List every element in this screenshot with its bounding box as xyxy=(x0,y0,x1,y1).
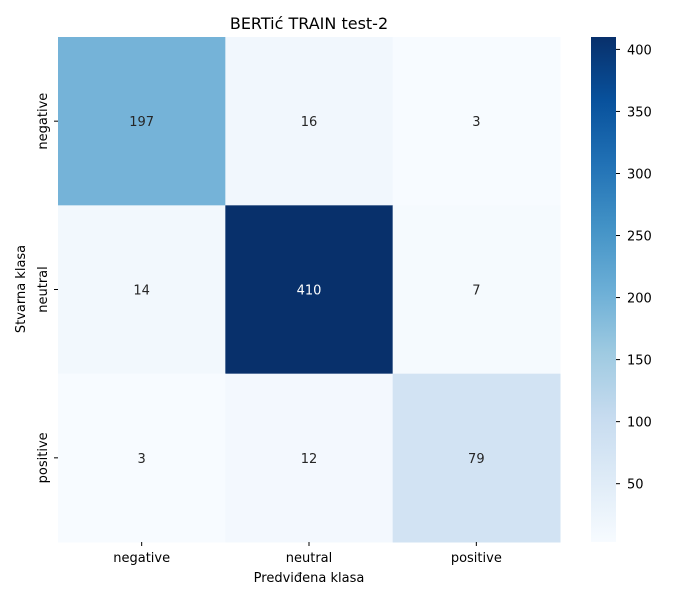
heatmap-cell xyxy=(392,373,561,543)
colorbar-tick-label: 150 xyxy=(627,354,652,369)
y-ticks: negative neutral positive xyxy=(36,93,58,483)
colorbar-tick-label: 350 xyxy=(627,105,652,120)
heatmap-cell xyxy=(225,373,394,543)
colorbar xyxy=(591,37,616,542)
colorbar-tick-label: 400 xyxy=(627,43,652,58)
cell-value-label: 410 xyxy=(297,284,322,299)
x-tick-label: negative xyxy=(113,551,170,566)
colorbar-tick-label: 100 xyxy=(627,416,652,431)
y-tick-label: negative xyxy=(36,93,51,150)
heatmap-cell xyxy=(58,373,226,543)
chart-title: BERTić TRAIN test-2 xyxy=(230,14,388,33)
cell-value-label: 14 xyxy=(133,284,150,299)
heatmap-cell xyxy=(58,37,226,206)
y-tick-label: neutral xyxy=(36,266,51,313)
cell-value-label: 197 xyxy=(129,115,154,130)
cell-value-label: 3 xyxy=(472,115,480,130)
colorbar-tick-label: 200 xyxy=(627,292,652,307)
heatmap-cell xyxy=(225,37,394,206)
heatmap-cell xyxy=(392,205,561,375)
cell-value-label: 3 xyxy=(138,452,146,467)
heatmap-cell xyxy=(225,205,394,375)
heatmap-cell xyxy=(392,37,561,206)
heatmap-cells: 197 16 3 14 410 7 3 12 79 xyxy=(58,37,561,543)
y-tick-label: positive xyxy=(36,432,51,483)
cell-value-label: 12 xyxy=(301,452,318,467)
x-ticks: negative neutral positive xyxy=(113,542,502,566)
cell-value-label: 7 xyxy=(472,284,480,299)
colorbar-tick-label: 300 xyxy=(627,167,652,182)
y-axis-label: Stvarna klasa xyxy=(14,245,29,333)
x-tick-label: neutral xyxy=(286,551,333,566)
colorbar-tick-label: 50 xyxy=(627,478,644,493)
colorbar-tick-label: 250 xyxy=(627,230,652,245)
heatmap-cell xyxy=(58,205,226,375)
colorbar-ticks: 50 100 150 200 250 300 350 400 xyxy=(616,43,652,493)
cell-value-label: 16 xyxy=(301,115,318,130)
x-axis-label: Predviđena klasa xyxy=(254,571,365,586)
x-tick-label: positive xyxy=(451,551,502,566)
cell-value-label: 79 xyxy=(468,452,485,467)
